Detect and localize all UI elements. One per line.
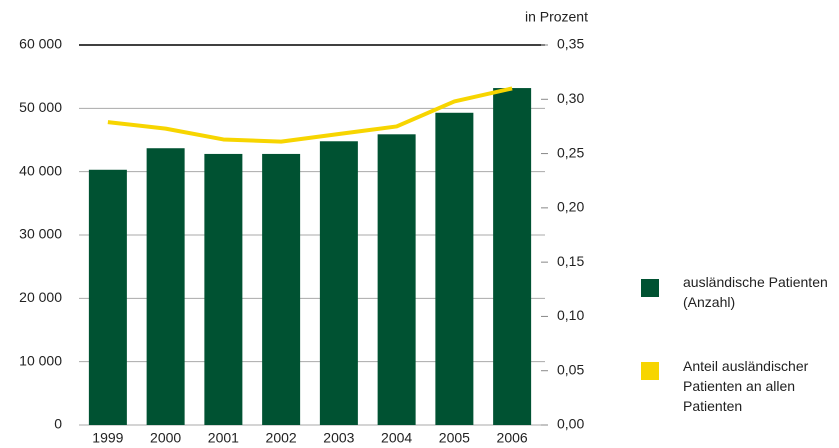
bar: [377, 134, 416, 426]
y-tick-label: 40 000: [19, 162, 62, 178]
y-tick-label: 10 000: [19, 352, 62, 368]
legend-label: Anteil ausländischer Patienten an allen …: [683, 358, 809, 414]
legend-swatch: [641, 279, 659, 297]
y2-tick-label: 0,15: [557, 253, 584, 269]
x-tick-label: 2000: [150, 430, 181, 446]
y-tick-label: 20 000: [19, 289, 62, 305]
y2-tick-label: 0,10: [557, 307, 584, 323]
y2-tick-label: 0,25: [557, 144, 584, 160]
y2-tick-label: 0,30: [557, 90, 584, 106]
y-tick-label: 0: [54, 416, 62, 432]
legend-swatch: [641, 362, 659, 380]
line: [107, 86, 513, 144]
bar: [435, 112, 474, 426]
y2-tick-label: 0,00: [557, 416, 584, 432]
legend-label: ausländische Patienten (Anzahl): [683, 274, 828, 310]
x-tick-label: 1999: [92, 430, 123, 446]
y2-tick-label: 0,35: [557, 36, 584, 52]
bar: [493, 88, 532, 426]
y2-axis-label: in Prozent: [525, 9, 588, 25]
y-tick-label: 50 000: [19, 99, 62, 115]
y-tick-label: 30 000: [19, 226, 62, 242]
x-tick-label: 2004: [381, 430, 412, 446]
bar: [262, 153, 301, 425]
y2-tick-label: 0,20: [557, 199, 584, 215]
x-tick-label: 2003: [323, 430, 354, 446]
y2-tick-label: 0,05: [557, 361, 584, 377]
bar: [88, 169, 127, 425]
y-tick-label: 60 000: [19, 36, 62, 52]
x-tick-label: 2006: [497, 430, 528, 446]
bar: [146, 148, 185, 425]
x-tick-label: 2001: [208, 430, 239, 446]
bar: [204, 153, 243, 425]
x-tick-label: 2005: [439, 430, 470, 446]
x-tick-label: 2002: [266, 430, 297, 446]
bar: [319, 141, 358, 425]
